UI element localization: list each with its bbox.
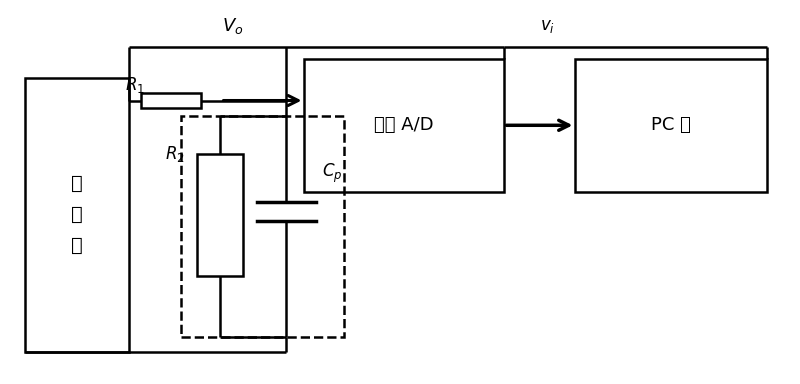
Bar	[197, 154, 243, 276]
Text: $C_p$: $C_p$	[322, 161, 342, 185]
Text: PC 机: PC 机	[651, 116, 691, 134]
Text: $R_2$: $R_2$	[166, 144, 185, 164]
Bar	[304, 59, 504, 192]
Text: $R_1$: $R_1$	[126, 75, 146, 95]
Bar	[26, 78, 129, 352]
Bar	[141, 93, 201, 108]
Bar	[181, 116, 344, 337]
Text: $V_o$: $V_o$	[222, 16, 243, 36]
Text: $v_i$: $v_i$	[540, 17, 555, 35]
Text: 激
励
源: 激 励 源	[71, 174, 83, 255]
Bar	[575, 59, 766, 192]
Text: 高速 A/D: 高速 A/D	[374, 116, 434, 134]
